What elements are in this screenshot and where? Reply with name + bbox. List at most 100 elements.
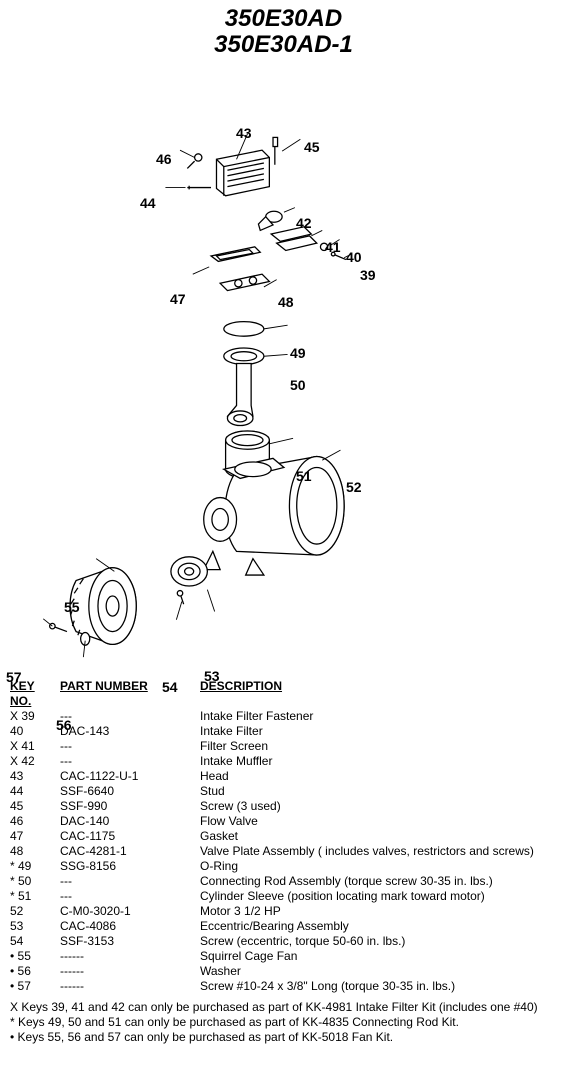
cell-part-number: ------: [60, 949, 200, 964]
table-row: X 41---Filter Screen: [10, 739, 557, 754]
part-53-eccentric: [171, 557, 207, 586]
cell-part-number: ------: [60, 964, 200, 979]
table-row: 48CAC-4281-1Valve Plate Assembly ( inclu…: [10, 844, 557, 859]
table-header-row: KEY NO. PART NUMBER DESCRIPTION: [10, 679, 557, 709]
callout-52: 52: [346, 479, 362, 495]
table-row: 46DAC-140Flow Valve: [10, 814, 557, 829]
cell-part-number: ---: [60, 754, 200, 769]
cell-key: X 42: [10, 754, 60, 769]
callout-53: 53: [204, 668, 220, 684]
cell-part-number: C-M0-3020-1: [60, 904, 200, 919]
cell-part-number: DAC-140: [60, 814, 200, 829]
cell-key: 40: [10, 724, 60, 739]
cell-key: 53: [10, 919, 60, 934]
callout-57: 57: [6, 669, 22, 685]
cell-part-number: CAC-1122-U-1: [60, 769, 200, 784]
exploded-diagram: 43454644424140394748495051525553545756: [0, 59, 567, 679]
callout-47: 47: [170, 291, 186, 307]
table-row: X 42---Intake Muffler: [10, 754, 557, 769]
table-row: 53CAC-4086Eccentric/Bearing Assembly: [10, 919, 557, 934]
cell-key: X 39: [10, 709, 60, 724]
callout-54: 54: [162, 679, 178, 695]
callout-43: 43: [236, 125, 252, 141]
part-47-gasket: [211, 247, 260, 262]
cell-part-number: ---: [60, 874, 200, 889]
callout-49: 49: [290, 345, 306, 361]
cell-part-number: ---: [60, 709, 200, 724]
callout-51: 51: [296, 468, 312, 484]
title-line-2: 350E30AD-1: [0, 32, 567, 58]
cell-description: Motor 3 1/2 HP: [200, 904, 557, 919]
callout-55: 55: [64, 599, 80, 615]
cell-key: X 41: [10, 739, 60, 754]
cell-description: O-Ring: [200, 859, 557, 874]
diagram-svg: [0, 59, 567, 679]
table-row: 54SSF-3153Screw (eccentric, torque 50-60…: [10, 934, 557, 949]
part-46-flow-valve: [187, 154, 202, 169]
cell-description: Screw (eccentric, torque 50-60 in. lbs.): [200, 934, 557, 949]
cell-description: Valve Plate Assembly ( includes valves, …: [200, 844, 557, 859]
table-row: 43CAC-1122-U-1Head: [10, 769, 557, 784]
part-49-o-ring: [224, 321, 264, 336]
cell-key: • 55: [10, 949, 60, 964]
cell-key: • 57: [10, 979, 60, 994]
footnote-line: • Keys 55, 56 and 57 can only be purchas…: [10, 1030, 557, 1045]
cell-part-number: SSF-990: [60, 799, 200, 814]
cell-description: Head: [200, 769, 557, 784]
table-row: 47CAC-1175Gasket: [10, 829, 557, 844]
hdr-description: DESCRIPTION: [200, 679, 557, 709]
cell-description: Intake Muffler: [200, 754, 557, 769]
table-row: 52C-M0-3020-1Motor 3 1/2 HP: [10, 904, 557, 919]
callout-48: 48: [278, 294, 294, 310]
page: 350E30AD 350E30AD-1: [0, 0, 567, 1055]
table-row: * 50---Connecting Rod Assembly (torque s…: [10, 874, 557, 889]
cell-description: Washer: [200, 964, 557, 979]
cell-key: • 56: [10, 964, 60, 979]
cell-description: Screw (3 used): [200, 799, 557, 814]
callout-41: 41: [325, 239, 341, 255]
cell-key: 47: [10, 829, 60, 844]
cell-description: Intake Filter Fastener: [200, 709, 557, 724]
callout-46: 46: [156, 151, 172, 167]
footnotes: X Keys 39, 41 and 42 can only be purchas…: [0, 1000, 567, 1055]
cell-key: 52: [10, 904, 60, 919]
cell-key: * 49: [10, 859, 60, 874]
part-45-screw: [273, 137, 278, 164]
cell-part-number: CAC-4086: [60, 919, 200, 934]
cell-key: 44: [10, 784, 60, 799]
cell-description: Eccentric/Bearing Assembly: [200, 919, 557, 934]
part-48-valve-plate: [220, 274, 269, 290]
cell-description: Gasket: [200, 829, 557, 844]
part-44-stud: [187, 186, 211, 190]
parts-table: KEY NO. PART NUMBER DESCRIPTION X 39---I…: [0, 679, 567, 1000]
title-block: 350E30AD 350E30AD-1: [0, 0, 567, 59]
cell-key: 48: [10, 844, 60, 859]
cell-part-number: ---: [60, 739, 200, 754]
hdr-part-number: PART NUMBER: [60, 679, 200, 709]
table-row: • 57------Screw #10-24 x 3/8" Long (torq…: [10, 979, 557, 994]
part-57-screw: [50, 623, 67, 631]
cell-description: Squirrel Cage Fan: [200, 949, 557, 964]
hdr-key-no: NO.: [10, 694, 31, 708]
part-54-screw: [177, 590, 183, 604]
table-row: X 39---Intake Filter Fastener: [10, 709, 557, 724]
table-body: X 39---Intake Filter Fastener40DAC-143In…: [10, 709, 557, 994]
callout-44: 44: [140, 195, 156, 211]
cell-part-number: SSG-8156: [60, 859, 200, 874]
table-row: * 49SSG-8156O-Ring: [10, 859, 557, 874]
cell-description: Screw #10-24 x 3/8" Long (torque 30-35 i…: [200, 979, 557, 994]
cell-part-number: ------: [60, 979, 200, 994]
cell-description: Filter Screen: [200, 739, 557, 754]
cell-key: * 51: [10, 889, 60, 904]
table-row: 44SSF-6640Stud: [10, 784, 557, 799]
callout-50: 50: [290, 377, 306, 393]
cell-key: 54: [10, 934, 60, 949]
cell-key: 45: [10, 799, 60, 814]
callout-56: 56: [56, 717, 72, 733]
callout-40: 40: [346, 249, 362, 265]
cell-part-number: DAC-143: [60, 724, 200, 739]
cell-description: Cylinder Sleeve (position locating mark …: [200, 889, 557, 904]
table-row: • 56------Washer: [10, 964, 557, 979]
callout-39: 39: [360, 267, 376, 283]
table-row: * 51---Cylinder Sleeve (position locatin…: [10, 889, 557, 904]
